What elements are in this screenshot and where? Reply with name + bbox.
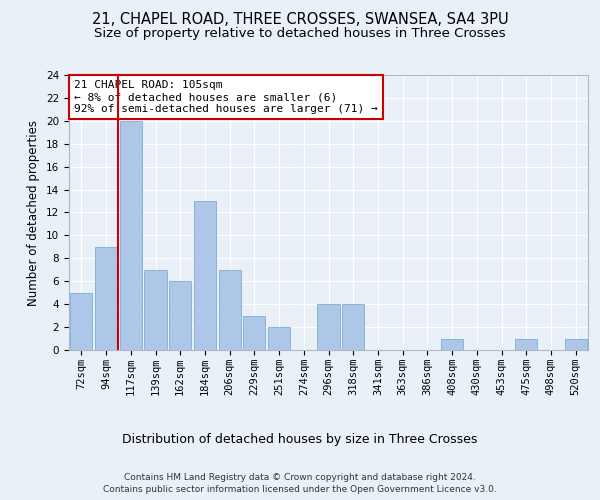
Bar: [565, 338, 587, 350]
Text: Distribution of detached houses by size in Three Crosses: Distribution of detached houses by size …: [122, 432, 478, 446]
Text: 21 CHAPEL ROAD: 105sqm
← 8% of detached houses are smaller (6)
92% of semi-detac: 21 CHAPEL ROAD: 105sqm ← 8% of detached …: [74, 80, 378, 114]
Bar: [317, 304, 340, 350]
Bar: [342, 304, 364, 350]
Text: Size of property relative to detached houses in Three Crosses: Size of property relative to detached ho…: [94, 28, 506, 40]
Text: Contains HM Land Registry data © Crown copyright and database right 2024.: Contains HM Land Registry data © Crown c…: [124, 472, 476, 482]
Bar: [95, 247, 117, 350]
Bar: [119, 121, 142, 350]
Bar: [145, 270, 167, 350]
Bar: [70, 292, 92, 350]
Bar: [243, 316, 265, 350]
Bar: [194, 201, 216, 350]
Text: Contains public sector information licensed under the Open Government Licence v3: Contains public sector information licen…: [103, 485, 497, 494]
Y-axis label: Number of detached properties: Number of detached properties: [28, 120, 40, 306]
Bar: [515, 338, 538, 350]
Text: 21, CHAPEL ROAD, THREE CROSSES, SWANSEA, SA4 3PU: 21, CHAPEL ROAD, THREE CROSSES, SWANSEA,…: [92, 12, 508, 28]
Bar: [218, 270, 241, 350]
Bar: [169, 281, 191, 350]
Bar: [268, 327, 290, 350]
Bar: [441, 338, 463, 350]
